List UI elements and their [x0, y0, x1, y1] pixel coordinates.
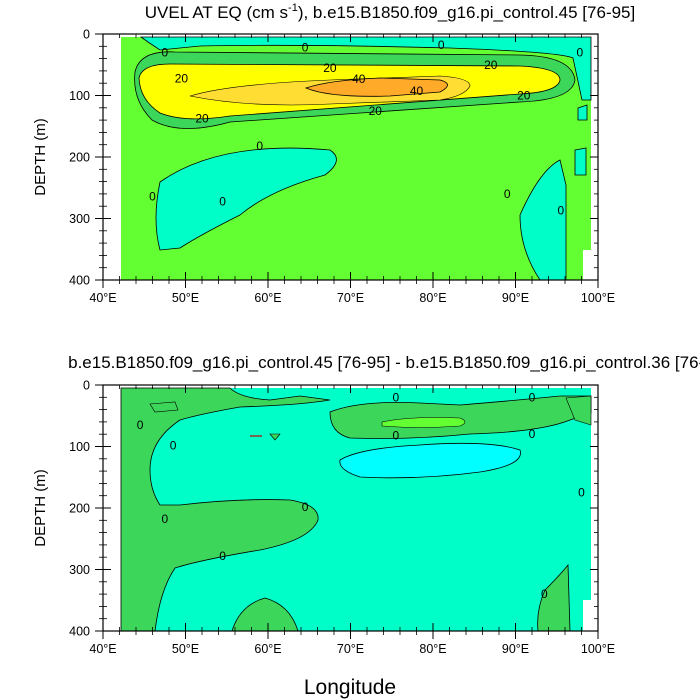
contour-label: 0 [577, 45, 584, 59]
y-tick-label: 400 [69, 274, 90, 288]
x-tick-label: 60°E [254, 291, 281, 305]
contour-label: 0 [170, 438, 177, 452]
panel-bottom-ylabel: DEPTH (m) [32, 469, 49, 547]
uvel-negative-region-surface [139, 36, 592, 101]
x-tick-label: 50°E [172, 291, 199, 305]
panel-top-ylabel: DEPTH (m) [32, 118, 49, 196]
panel-bottom-xlabel: Longitude [304, 676, 396, 699]
diff-positive-region-upper [329, 395, 592, 439]
contour-label: 0 [162, 45, 169, 59]
contour-label: 20 [175, 71, 189, 85]
diff-positive-core [381, 417, 466, 428]
uvel-negative-patch-small [577, 104, 588, 121]
diff-positive-region-west [120, 387, 331, 631]
contour-label: 0 [302, 41, 309, 55]
panel-top-uvel: UVEL AT EQ (cm s-1), b.e15.B1850.f09_g16… [32, 2, 635, 305]
y-tick-label: 100 [69, 440, 90, 454]
y-tick-label: 300 [69, 212, 90, 226]
y-tick-label: 100 [69, 89, 90, 103]
contour-label: 0 [529, 390, 536, 404]
diff-positive-patch-east [565, 395, 592, 426]
y-tick-label: 0 [83, 379, 90, 393]
panel-top-axes: 40°E 50°E 60°E 70°E 80°E 90°E 100°E01002003004… [69, 28, 615, 306]
panel-bottom-axes: 40°E 50°E 60°E 70°E 80°E 90°E 100°E 0 100 200 300 4… [69, 379, 615, 657]
contour-label: 0 [541, 587, 548, 601]
diff-minor-patch [269, 433, 281, 441]
y-tick-label: 0 [83, 28, 90, 42]
panel-top-title: UVEL AT EQ (cm s-1), b.e15.B1850.f09_g16… [145, 2, 635, 22]
x-tick-label: 100°E [581, 291, 615, 305]
contour-label: 20 [369, 104, 383, 118]
contour-label: 0 [393, 428, 400, 442]
diff-positive-patch [149, 401, 179, 413]
contour-label: 20 [484, 58, 498, 72]
x-tick-label: 90°E [502, 642, 529, 656]
contour-label: 20 [517, 89, 531, 103]
y-tick-label: 200 [69, 151, 90, 165]
contour-label: 0 [219, 549, 226, 563]
land-mask-east [583, 600, 593, 631]
y-tick-label: 400 [69, 625, 90, 639]
contour-labels-top: 0 0 0 0 20 20 20 20 20 20 40 40 0 0 0 0 0 [149, 38, 584, 218]
diff-positive-region-east [537, 563, 571, 631]
contour-label: 40 [352, 72, 366, 86]
contour-label: 0 [137, 418, 144, 432]
diff-negative-core [339, 442, 521, 479]
contour-label: 0 [578, 486, 585, 500]
contour-label: 20 [323, 61, 337, 75]
contour-label: 0 [149, 189, 156, 203]
y-tick-label: 200 [69, 502, 90, 516]
uvel-negative-region-west [155, 147, 337, 251]
contour-label: 0 [504, 187, 511, 201]
y-tick-label: 300 [69, 563, 90, 577]
contour-label: 0 [558, 204, 565, 218]
x-tick-label: 60°E [254, 642, 281, 656]
x-tick-label: 50°E [172, 642, 199, 656]
contour-label: 0 [438, 38, 445, 52]
uvel-negative-region-east [519, 159, 567, 280]
uvel-negative-patch-small-2 [574, 147, 587, 176]
contour-label: 0 [529, 427, 536, 441]
contour-label: 0 [302, 500, 309, 514]
x-tick-label: 40°E [89, 291, 116, 305]
x-tick-label: 70°E [337, 291, 364, 305]
contour-label: 0 [162, 512, 169, 526]
x-tick-label: 100°E [581, 642, 615, 656]
x-tick-label: 70°E [337, 642, 364, 656]
diff-positive-region-bottom [231, 597, 299, 631]
contour-label: 0 [219, 194, 226, 208]
contour-label: 0 [393, 390, 400, 404]
uvel-core-40 [304, 77, 448, 97]
contour-label: 0 [256, 139, 263, 153]
contour-labels-bottom: 0 0 0 0 0 0 0 0 0 0 0 [137, 390, 585, 601]
x-tick-label: 90°E [502, 291, 529, 305]
x-tick-label: 80°E [419, 642, 446, 656]
land-mask-east [583, 250, 593, 280]
panel-bottom-difference: b.e15.B1850.f09_g16.pi_control.45 [76-95… [32, 353, 700, 699]
panel-bottom-title: b.e15.B1850.f09_g16.pi_control.45 [76-95… [68, 353, 700, 372]
x-tick-label: 40°E [89, 642, 116, 656]
contour-label: 40 [410, 84, 424, 98]
contour-label: 20 [195, 111, 209, 125]
x-tick-label: 80°E [419, 291, 446, 305]
